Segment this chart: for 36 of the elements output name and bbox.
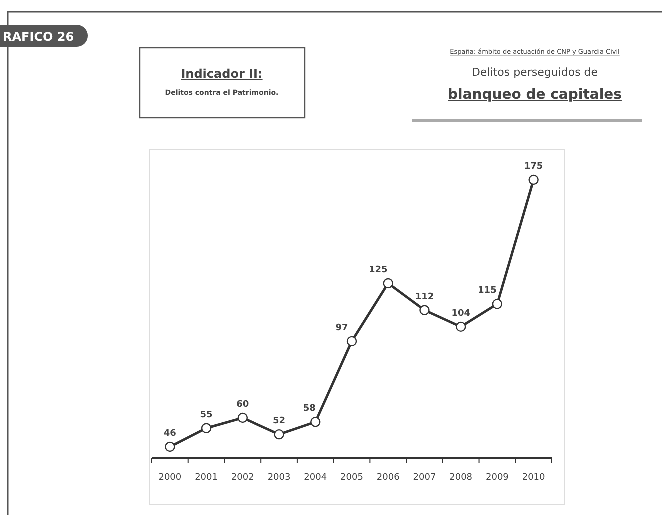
point [346, 336, 358, 347]
point [201, 423, 212, 434]
data-label: 112 [415, 292, 434, 302]
point [383, 278, 394, 289]
chart-title: Delitos perseguidos de blanqueo de capitales [448, 66, 622, 103]
data-label: 55 [200, 410, 213, 420]
point [274, 429, 284, 440]
data-label: 175 [524, 162, 544, 172]
x-tick-label: 2003 [268, 473, 291, 483]
data-label: 115 [478, 286, 497, 296]
point [238, 412, 248, 424]
point [310, 417, 321, 428]
x-tick-label: 2005 [340, 473, 364, 483]
x-tick-label: 2000 [158, 473, 182, 483]
x-tick-label: 2001 [195, 473, 218, 483]
x-tick-label: 2010 [522, 473, 546, 483]
data-label: 46 [164, 429, 176, 439]
point [456, 322, 466, 332]
x-tick-label: 2006 [376, 473, 400, 483]
data-label: 60 [236, 400, 250, 410]
point [420, 305, 430, 316]
point [492, 299, 503, 310]
data-label: 104 [452, 308, 470, 319]
data-label: 125 [368, 265, 388, 276]
text: RAFICO 26 [3, 30, 74, 44]
x-tick-label: 2008 [450, 473, 473, 483]
data-label: 52 [273, 416, 286, 427]
x-tick-label: 2009 [486, 473, 510, 483]
x-tick-label: 2007 [413, 473, 436, 483]
text: Indicador II: [181, 67, 263, 81]
x-tick-label: 2004 [304, 473, 328, 483]
point [165, 442, 176, 452]
x-tick-label: 2002 [231, 473, 254, 483]
point [528, 174, 539, 186]
data-label: 58 [303, 404, 316, 414]
data-label: 97 [336, 323, 348, 334]
